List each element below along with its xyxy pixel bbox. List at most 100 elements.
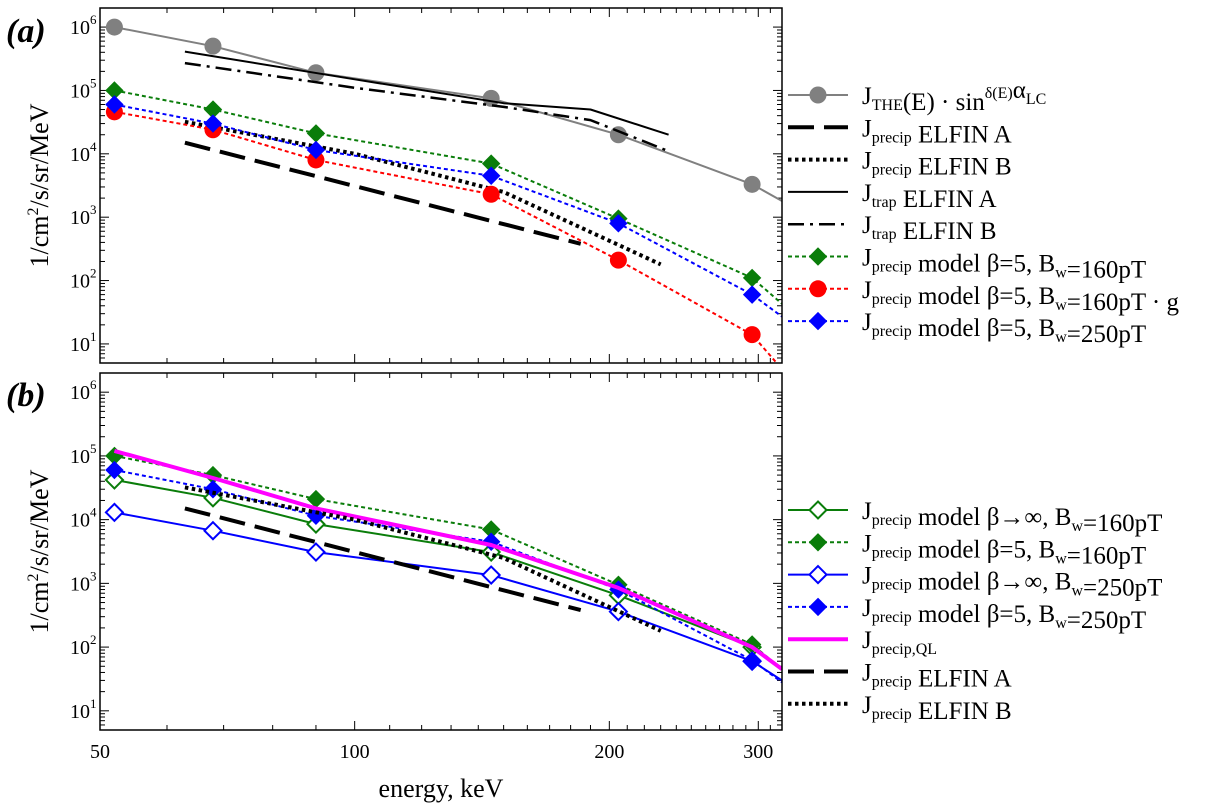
legend-entry: Jprecip model β=5, Bw=160pT [788,245,1146,284]
legend-marker [808,533,828,552]
data-point [306,542,326,562]
y-axis-label: 1/cm2/s/sr/MeV [25,103,54,267]
legend-label: Jprecip model β=5, Bw=160pT · g [862,277,1180,316]
data-point [306,124,326,143]
series-pA [184,140,582,246]
series-line [114,110,779,363]
data-point [609,251,627,269]
y-tick-label: 103 [70,202,97,229]
legend-entry: Jprecip ELFIN B [788,148,1012,181]
legend-label: Jprecip ELFIN B [862,692,1012,725]
legend-entry: Jprecip model β=5, Bw=160pT [788,530,1146,569]
x-tick-label: 50 [90,741,110,763]
data-point [203,480,223,499]
series-pA [184,506,582,613]
series-ql [113,448,782,671]
legend-label: Jprecip model β=5, Bw=250pT [862,309,1146,348]
series-line [184,61,670,153]
plot-area [104,446,782,684]
legend-marker [809,86,827,104]
panel-a: (a) 101 102 103 104 105 106 1/cm2/s/sr/MeV JTHE(… [6,7,1180,364]
data-point [105,18,123,36]
y-tick-label: 106 [70,12,97,39]
legend-entry: Jtrap ELFIN A [788,180,997,213]
legend-entry: Jprecip model β→∞, Bw=250pT [788,563,1162,602]
data-point [105,95,124,114]
y-tick-label: 101 [70,329,97,356]
series-line [184,506,582,613]
y-tick-label: 105 [70,75,97,102]
y-tick-label: 101 [70,696,97,723]
legend-label: Jprecip,QL [862,627,937,658]
legend-label: Jtrap ELFIN A [862,180,997,213]
legend-marker [808,500,828,520]
data-point [204,37,222,55]
data-point [203,114,223,133]
series-line [184,119,662,267]
series-pB [184,485,662,633]
data-point [203,520,223,541]
y-axis-label: 1/cm2/s/sr/MeV [25,469,54,633]
x-ticks [99,8,783,363]
plot-frame [99,372,783,731]
plot-frame [99,7,783,364]
legend-entry: JTHE(E) · sinδ(E)αLC [788,77,1046,116]
data-point [307,151,325,169]
x-tick-label: 200 [594,741,624,763]
legend-entry: Jprecip model β=5, Bw=160pT · g [788,277,1180,316]
legend-marker [808,247,828,266]
legend-label: Jprecip ELFIN A [862,660,1012,693]
series-tB [184,61,670,153]
series-b250 [105,95,782,318]
legend-label: Jprecip model β=5, Bw=160pT [862,245,1146,284]
series-tA [184,50,669,136]
legend-label: JTHE(E) · sinδ(E)αLC [862,77,1046,116]
y-ticks [100,7,782,364]
legend-label: Jprecip model β→∞, Bw=160pT [862,498,1162,537]
y-tick-label: 105 [70,441,97,468]
data-point [481,166,501,185]
legend-entry: Jtrap ELFIN B [788,212,997,245]
x-tick-label: 300 [743,741,773,763]
data-point [742,268,762,288]
y-ticks [100,372,782,731]
data-point [104,502,125,523]
y-tick-label: 103 [70,568,97,595]
y-tick-label: 102 [70,266,97,293]
legend-label: Jprecip model β→∞, Bw=250pT [862,563,1162,602]
legend-marker [809,280,827,298]
legend-label: Jprecip model β=5, Bw=160pT [862,530,1146,569]
legend-marker [808,597,828,617]
legend-entry: Jprecip ELFIN A [788,660,1012,693]
series-pB [184,119,662,267]
panel-tag: (b) [6,377,46,414]
data-point [608,601,629,622]
y-tick-label: 102 [70,632,97,659]
legend-label: Jprecip ELFIN A [862,115,1012,148]
x-axis-label: energy, keV [379,774,504,803]
legend-entry: Jprecip ELFIN A [788,115,1012,148]
legend-marker [808,564,828,585]
series-g5 [105,446,782,670]
series-line [184,50,669,136]
y-tick-label: 104 [70,139,97,166]
data-point [742,651,762,670]
series-line [184,140,582,246]
y-tick-label: 104 [70,505,97,532]
legend-marker [808,311,828,331]
plot-area [105,18,782,363]
data-point [306,140,326,160]
series-bInf [104,502,782,682]
data-point [482,185,500,203]
series-g160 [105,81,782,305]
panel-tag: (a) [6,13,46,50]
panel-b: (b) 101 102 103 104 105 106 50 100 200 300 1/cm2/s/… [6,372,1162,763]
data-point [743,175,761,193]
legend-label: Jprecip ELFIN B [862,148,1012,181]
data-point [609,214,628,233]
legend-entry: Jprecip model β=5, Bw=250pT [788,595,1146,634]
legend-entry: Jprecip,QL [788,627,937,658]
